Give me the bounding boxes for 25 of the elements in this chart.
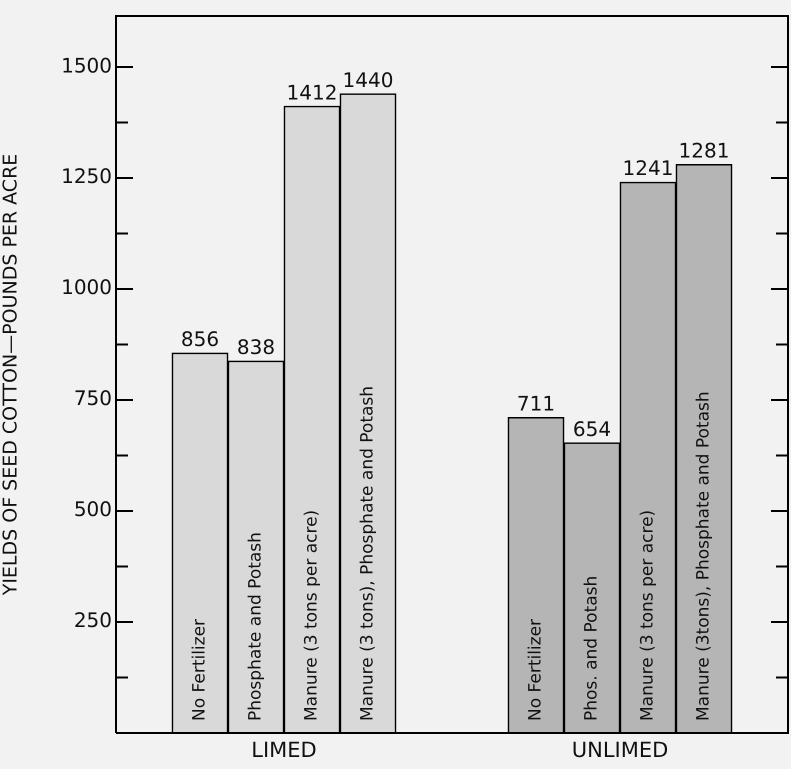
data-label: 654 — [572, 416, 612, 441]
x-tick-label: Manure (3tons), Phosphate and Potash — [693, 391, 714, 721]
x-tick-label: Phosphate and Potash — [245, 532, 266, 721]
x-tick-label: Phos. and Potash — [581, 576, 602, 721]
y-axis-title: YIELDS OF SEED COTTON—POUNDS PER ACRE — [0, 154, 22, 596]
data-label: 1281 — [678, 138, 730, 162]
y-tick-label: 1000 — [61, 275, 112, 300]
y-tick-label: 250 — [74, 608, 112, 632]
x-tick-label: No Fertilizer — [189, 618, 210, 721]
y-tick-label: 750 — [74, 386, 112, 410]
x-tick-label: No Fertilizer — [525, 618, 546, 721]
x-tick-label: Manure (3 tons per acre) — [301, 510, 322, 721]
y-tick-label: 500 — [74, 497, 112, 522]
data-label: 1440 — [342, 68, 394, 92]
data-label: 1412 — [286, 80, 338, 104]
data-label: 711 — [516, 392, 556, 416]
y-tick-label: 1500 — [61, 53, 112, 78]
series-label: LIMED — [251, 738, 317, 762]
data-label: 1241 — [622, 156, 674, 180]
data-label: 856 — [180, 327, 220, 352]
x-tick-label: Manure (3 tons per acre) — [637, 510, 658, 721]
x-tick-label: Manure (3 tons), Phosphate and Potash — [357, 386, 378, 721]
data-label: 838 — [236, 335, 276, 360]
series-label: UNLIMED — [572, 738, 668, 762]
y-tick-label: 1250 — [61, 164, 112, 188]
